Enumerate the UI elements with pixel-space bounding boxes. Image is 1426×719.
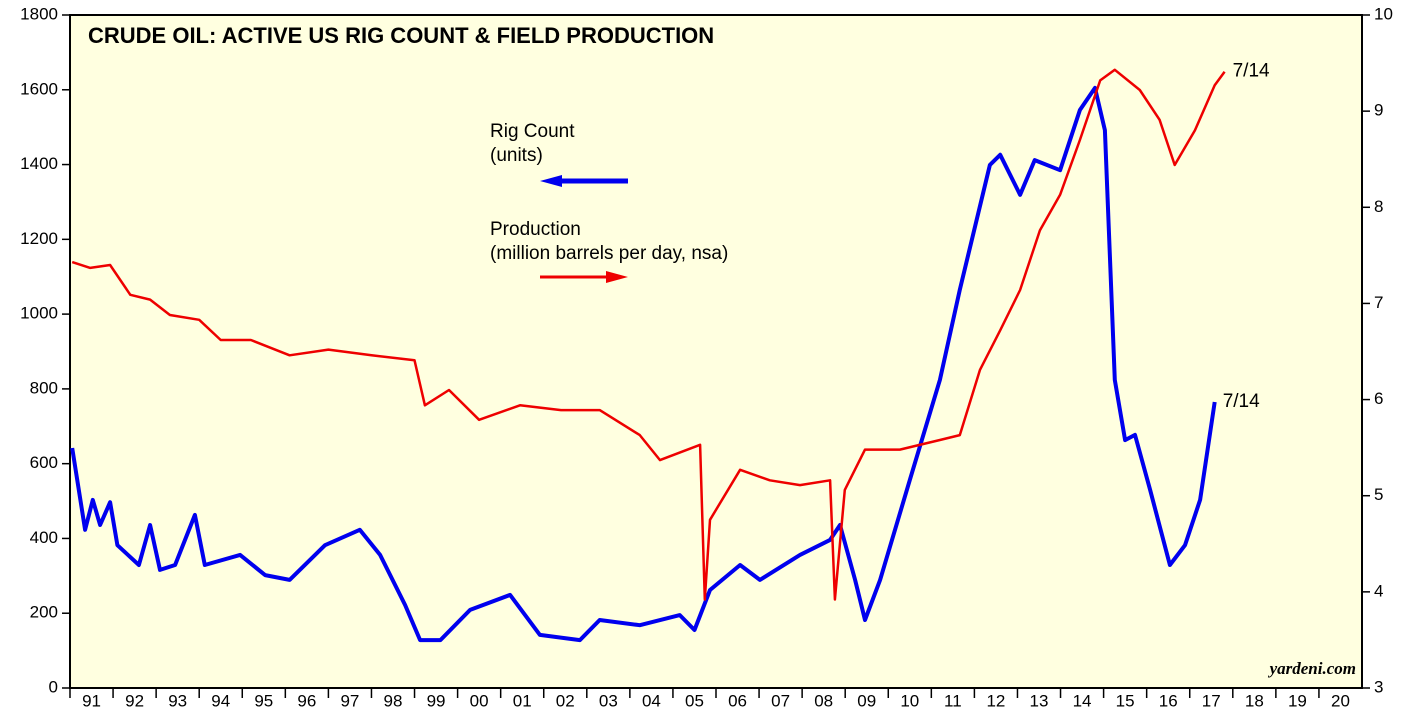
x-tick-label: 95 [254,691,273,710]
x-tick-label: 09 [857,691,876,710]
legend-label: Production [490,219,581,240]
series-line [70,85,1217,643]
series-line [71,68,1226,601]
x-tick-label: 11 [944,691,962,710]
x-tick-label: 17 [1202,691,1221,710]
legend: Rig Count (units) Production (million barre… [490,121,728,283]
x-tick-label: 94 [211,691,230,710]
x-tick-label: 10 [900,691,919,710]
y-tick-label: 1000 [20,304,58,323]
annotation: 7/14 [1233,61,1270,82]
x-tick-label: 19 [1288,691,1307,710]
x-tick-label: 98 [384,691,403,710]
y-tick-label: 200 [30,603,58,622]
y-tick-label: 0 [49,677,58,696]
x-tick-label: 20 [1331,691,1350,710]
x-tick-label: 06 [728,691,747,710]
y2-tick-label: 10 [1374,4,1393,23]
source: yardeni.com [1268,659,1356,678]
x-tick-label: 00 [470,691,489,710]
chart-title: CRUDE OIL: ACTIVE US RIG COUNT & FIELD P… [88,23,714,48]
plot-area [69,14,1363,689]
y2-tick-label: 5 [1374,485,1383,504]
y-tick-label: 1600 [20,79,58,98]
legend-unit: (units) [490,145,543,166]
y2-tick-label: 8 [1374,197,1383,216]
y2-tick-label: 6 [1374,389,1383,408]
y-tick-label: 1800 [20,4,58,23]
x-tick-label: 03 [599,691,618,710]
x-tick-label: 05 [685,691,704,710]
legend-unit: (million barrels per day, nsa) [490,243,728,264]
legend-label: Rig Count [490,121,575,142]
x-tick-label: 92 [125,691,144,710]
x-tick-label: 02 [556,691,575,710]
x-tick-label: 08 [814,691,833,710]
legend-arrowhead [606,271,628,283]
y-tick-label: 400 [30,528,58,547]
y2-tick-label: 3 [1374,677,1383,696]
x-tick-label: 07 [771,691,790,710]
y-tick-label: 800 [30,378,58,397]
x-tick-label: 13 [1030,691,1049,710]
y-tick-label: 600 [30,453,58,472]
x-tick-label: 96 [297,691,316,710]
x-tick-label: 99 [427,691,446,710]
x-tick-label: 97 [340,691,359,710]
x-tick-label: 91 [82,691,101,710]
y2-tick-label: 9 [1374,101,1383,120]
x-tick-label: 15 [1116,691,1135,710]
legend-arrowhead [540,175,562,187]
x-tick-label: 14 [1073,691,1092,710]
x-tick-label: 12 [986,691,1005,710]
x-tick-label: 93 [168,691,187,710]
x-tick-label: 18 [1245,691,1264,710]
x-tick-label: 01 [513,691,532,710]
x-tick-label: 04 [642,691,661,710]
y2-tick-label: 4 [1374,581,1383,600]
annotation: 7/14 [1223,391,1260,412]
x-tick-label: 16 [1159,691,1178,710]
y2-tick-label: 7 [1374,293,1383,312]
y-tick-label: 1200 [20,229,58,248]
y-tick-label: 1400 [20,154,58,173]
